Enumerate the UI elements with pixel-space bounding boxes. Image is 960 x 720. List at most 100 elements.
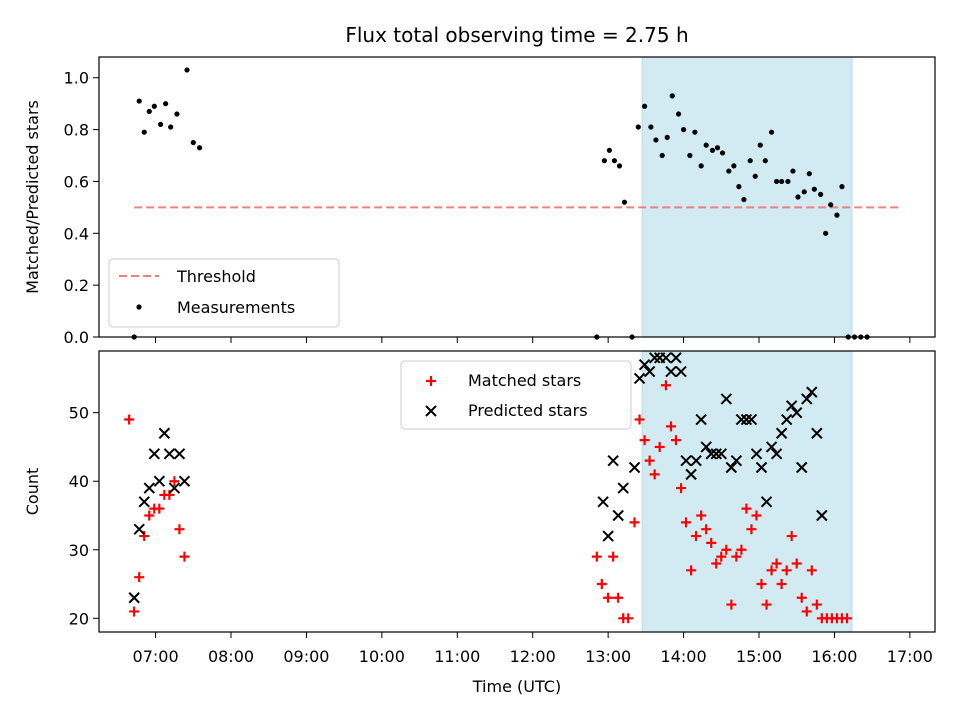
legend-predicted-label: Predicted stars [468, 401, 588, 420]
data-point [781, 565, 792, 576]
data-point [675, 365, 687, 378]
data-point [612, 509, 624, 522]
data-point [790, 168, 796, 174]
data-point [774, 178, 780, 185]
data-point [153, 475, 166, 487]
data-point [786, 531, 797, 542]
data-point [735, 413, 748, 426]
data-point [740, 413, 753, 426]
data-point [670, 352, 682, 364]
data-point [691, 531, 702, 542]
data-point [756, 579, 767, 590]
plot-frame [98, 350, 936, 633]
data-point [839, 184, 845, 190]
y-tick-label: 0.6 [64, 172, 89, 191]
plot-frame [98, 56, 936, 338]
data-point [685, 468, 697, 481]
x-tick-label: 14:00 [661, 647, 707, 666]
data-point [806, 565, 817, 576]
data-point [597, 496, 609, 508]
data-point [665, 365, 677, 378]
legend-frame [108, 258, 340, 328]
data-point [601, 158, 607, 164]
data-point [664, 134, 670, 140]
data-point [720, 393, 733, 405]
data-point [603, 592, 614, 603]
y-tick-label: 50 [69, 404, 89, 423]
data-point [633, 372, 646, 385]
data-point [796, 461, 808, 474]
data-point [771, 558, 782, 569]
y-tick-label: 20 [69, 609, 89, 628]
data-point [811, 427, 823, 439]
data-point [660, 380, 671, 391]
data-point [761, 599, 772, 610]
data-point [611, 158, 618, 164]
legend-predicted-swatch [425, 405, 437, 417]
data-point [726, 168, 732, 174]
data-point [190, 139, 196, 146]
data-point [801, 606, 812, 617]
data-point [141, 129, 147, 135]
observing-window-band [641, 56, 853, 338]
data-point [659, 152, 665, 159]
data-point [731, 163, 737, 169]
data-point [608, 551, 619, 562]
y-tick-label: 0.4 [64, 224, 89, 243]
data-point [649, 469, 660, 480]
data-point [146, 108, 152, 115]
data-point [816, 509, 828, 522]
data-point [681, 517, 692, 528]
observing-window-band [641, 350, 853, 633]
data-point [785, 400, 798, 412]
data-point [174, 111, 180, 117]
data-point [768, 129, 775, 135]
data-point [671, 435, 682, 446]
data-point [680, 126, 687, 133]
data-point [700, 441, 712, 453]
data-point [828, 202, 834, 208]
data-point [811, 599, 822, 610]
data-point [731, 551, 742, 562]
data-point [158, 427, 171, 439]
x-tick-label: 15:00 [736, 647, 782, 666]
data-point [602, 530, 614, 542]
data-point [128, 592, 140, 604]
data-point [613, 592, 624, 603]
data-point [755, 461, 768, 474]
data-point [168, 482, 181, 494]
data-point [780, 413, 793, 426]
data-point [591, 551, 602, 562]
data-point [801, 393, 813, 405]
data-point [703, 142, 709, 148]
data-point [638, 358, 651, 371]
data-point [196, 145, 203, 151]
data-point [791, 558, 802, 569]
data-point [653, 137, 659, 143]
data-point [596, 579, 607, 590]
data-point [692, 129, 698, 135]
legend-frame [400, 360, 632, 430]
data-point [716, 551, 727, 562]
data-point [736, 184, 742, 190]
data-point [752, 173, 758, 179]
data-point [623, 613, 634, 624]
data-point [124, 414, 135, 425]
data-point [775, 427, 788, 439]
data-point [741, 196, 747, 203]
data-point [642, 103, 648, 109]
data-point [628, 461, 641, 474]
data-point [654, 441, 665, 452]
y-tick-label: 30 [69, 541, 89, 560]
x-tick-label: 13:00 [585, 647, 631, 666]
data-point [736, 544, 747, 555]
data-point [669, 93, 675, 99]
data-point [776, 579, 787, 590]
data-point [747, 158, 753, 164]
data-point [158, 121, 164, 128]
data-point [139, 531, 150, 542]
plot-1 [93, 56, 936, 343]
data-point [695, 413, 707, 426]
data-point [179, 551, 190, 562]
